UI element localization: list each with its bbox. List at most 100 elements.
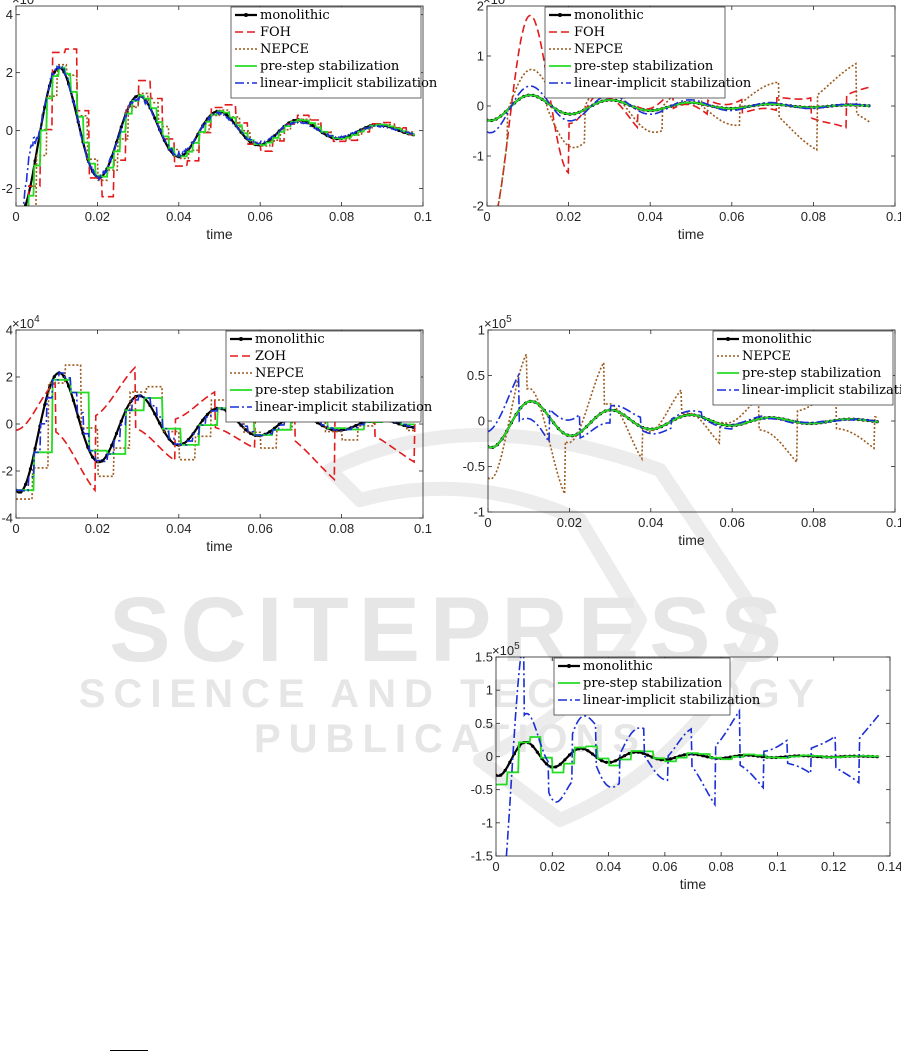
data-point [244,428,248,432]
series-line-pre-step-stabilization [27,66,415,206]
x-tick-label: 0.12 [821,859,846,874]
legend-label: NEPCE [255,366,304,381]
data-point [682,753,686,757]
legend-label: NEPCE [742,349,791,364]
y-tick-label: -2 [472,199,484,214]
data-point [668,757,673,761]
y-exponent: ×105 [484,314,512,331]
y-tick-label: 4 [6,7,13,22]
x-tick-label: 0.06 [652,859,677,874]
data-point [71,398,75,402]
plot-frame [15,5,424,207]
data-point [201,418,205,422]
legend-label: pre-step stabilization [255,383,395,398]
y-tick-label: -1.5 [471,849,493,864]
data-point [567,753,572,757]
data-point [153,116,157,120]
series-line-linear-implicit-stabilization [22,64,415,206]
data-point [158,421,162,425]
data-point [554,765,558,769]
data-point [646,753,650,757]
x-axis-label: time [680,876,707,892]
x-tick-label: 0.06 [248,521,273,536]
legend-box [225,330,422,423]
data-point [114,431,119,436]
y-tick-label: -4 [1,511,13,526]
y-tick-label: -0.5 [463,459,485,474]
series-line-linear-implicit-stabilization [505,657,880,856]
x-tick-label: 0.14 [877,859,901,874]
legend-marker [726,337,730,341]
x-tick-label: 0.02 [557,515,582,530]
data-point [119,419,123,423]
legend-box [553,657,731,716]
legend-label: linear-implicit stabilization [574,76,752,91]
x-axis-label: time [678,226,705,242]
y-tick-label: -1 [472,149,484,164]
y-tick-label: -2 [1,464,13,479]
data-point [19,213,22,216]
data-point [205,412,210,416]
x-tick-label: 0.08 [801,515,826,530]
data-point [100,459,104,463]
data-point [153,412,157,416]
series-line-pre-step-stabilization [487,94,871,122]
data-point [613,759,618,763]
y-tick-label: 4 [6,323,13,338]
series-line-linear-implicit-stabilization [488,372,879,445]
legend-label: FOH [260,25,291,40]
legend-label: FOH [574,25,605,40]
x-tick-label: 0 [483,209,490,224]
legend: monolithic FOH NEPCE pre-step stabilization… [230,6,438,99]
data-point [535,750,539,754]
x-tick-label: 0.04 [596,859,621,874]
legend-label: monolithic [742,332,812,347]
y-tick-label: 2 [477,0,484,14]
y-tick-label: 0 [6,123,13,138]
x-tick-label: 0 [484,515,491,530]
legend-label: linear-implicit stabilization [260,76,438,91]
data-point [609,760,613,764]
x-tick-label: 0 [12,209,19,224]
series-line-nepce [16,364,415,500]
y-tick-label: -0.5 [471,782,493,797]
y-tick-label: -1 [473,505,485,520]
data-point [531,744,535,748]
legend-label: linear-implicit stabilization [255,400,433,415]
data-point [28,467,32,471]
x-tick-label: 0.04 [166,209,191,224]
x-tick-label: 0.06 [248,209,273,224]
legend-label: monolithic [583,659,653,674]
y-exponent: ×104 [12,0,40,7]
data-point [134,95,138,99]
data-point [148,403,152,407]
data-point [268,430,272,434]
y-tick-label: 1 [477,49,484,64]
chart-b: 0 0.02 0.04 0.06 0.08 0.1 -2 -1 0 1 2×105 time monol… [472,0,901,242]
x-tick-label: 0.02 [556,209,581,224]
legend: monolithic NEPCE pre-step stabilization lin… [712,330,901,406]
data-point [225,113,229,117]
data-point [604,760,608,764]
x-tick-label: 0.06 [720,515,745,530]
x-tick-label: 0.04 [638,515,663,530]
x-tick-label: 0.1 [414,209,432,224]
x-tick-label: 0.1 [414,521,432,536]
footnote-rule [110,1050,148,1051]
x-tick-label: 0.08 [801,209,826,224]
x-tick-label: 0.1 [886,209,901,224]
data-point [508,760,512,765]
data-point [623,754,627,758]
x-tick-label: 0.08 [329,209,354,224]
y-exponent: ×105 [492,641,520,658]
y-tick-label: 0.5 [475,716,493,731]
y-tick-label: 0 [486,749,493,764]
legend-label: pre-step stabilization [742,366,882,381]
data-point [627,751,631,756]
data-point [43,403,47,407]
legend-box [712,330,894,406]
legend-label: monolithic [260,8,330,23]
x-tick-label: 0.06 [719,209,744,224]
series-line-nepce [35,63,415,206]
